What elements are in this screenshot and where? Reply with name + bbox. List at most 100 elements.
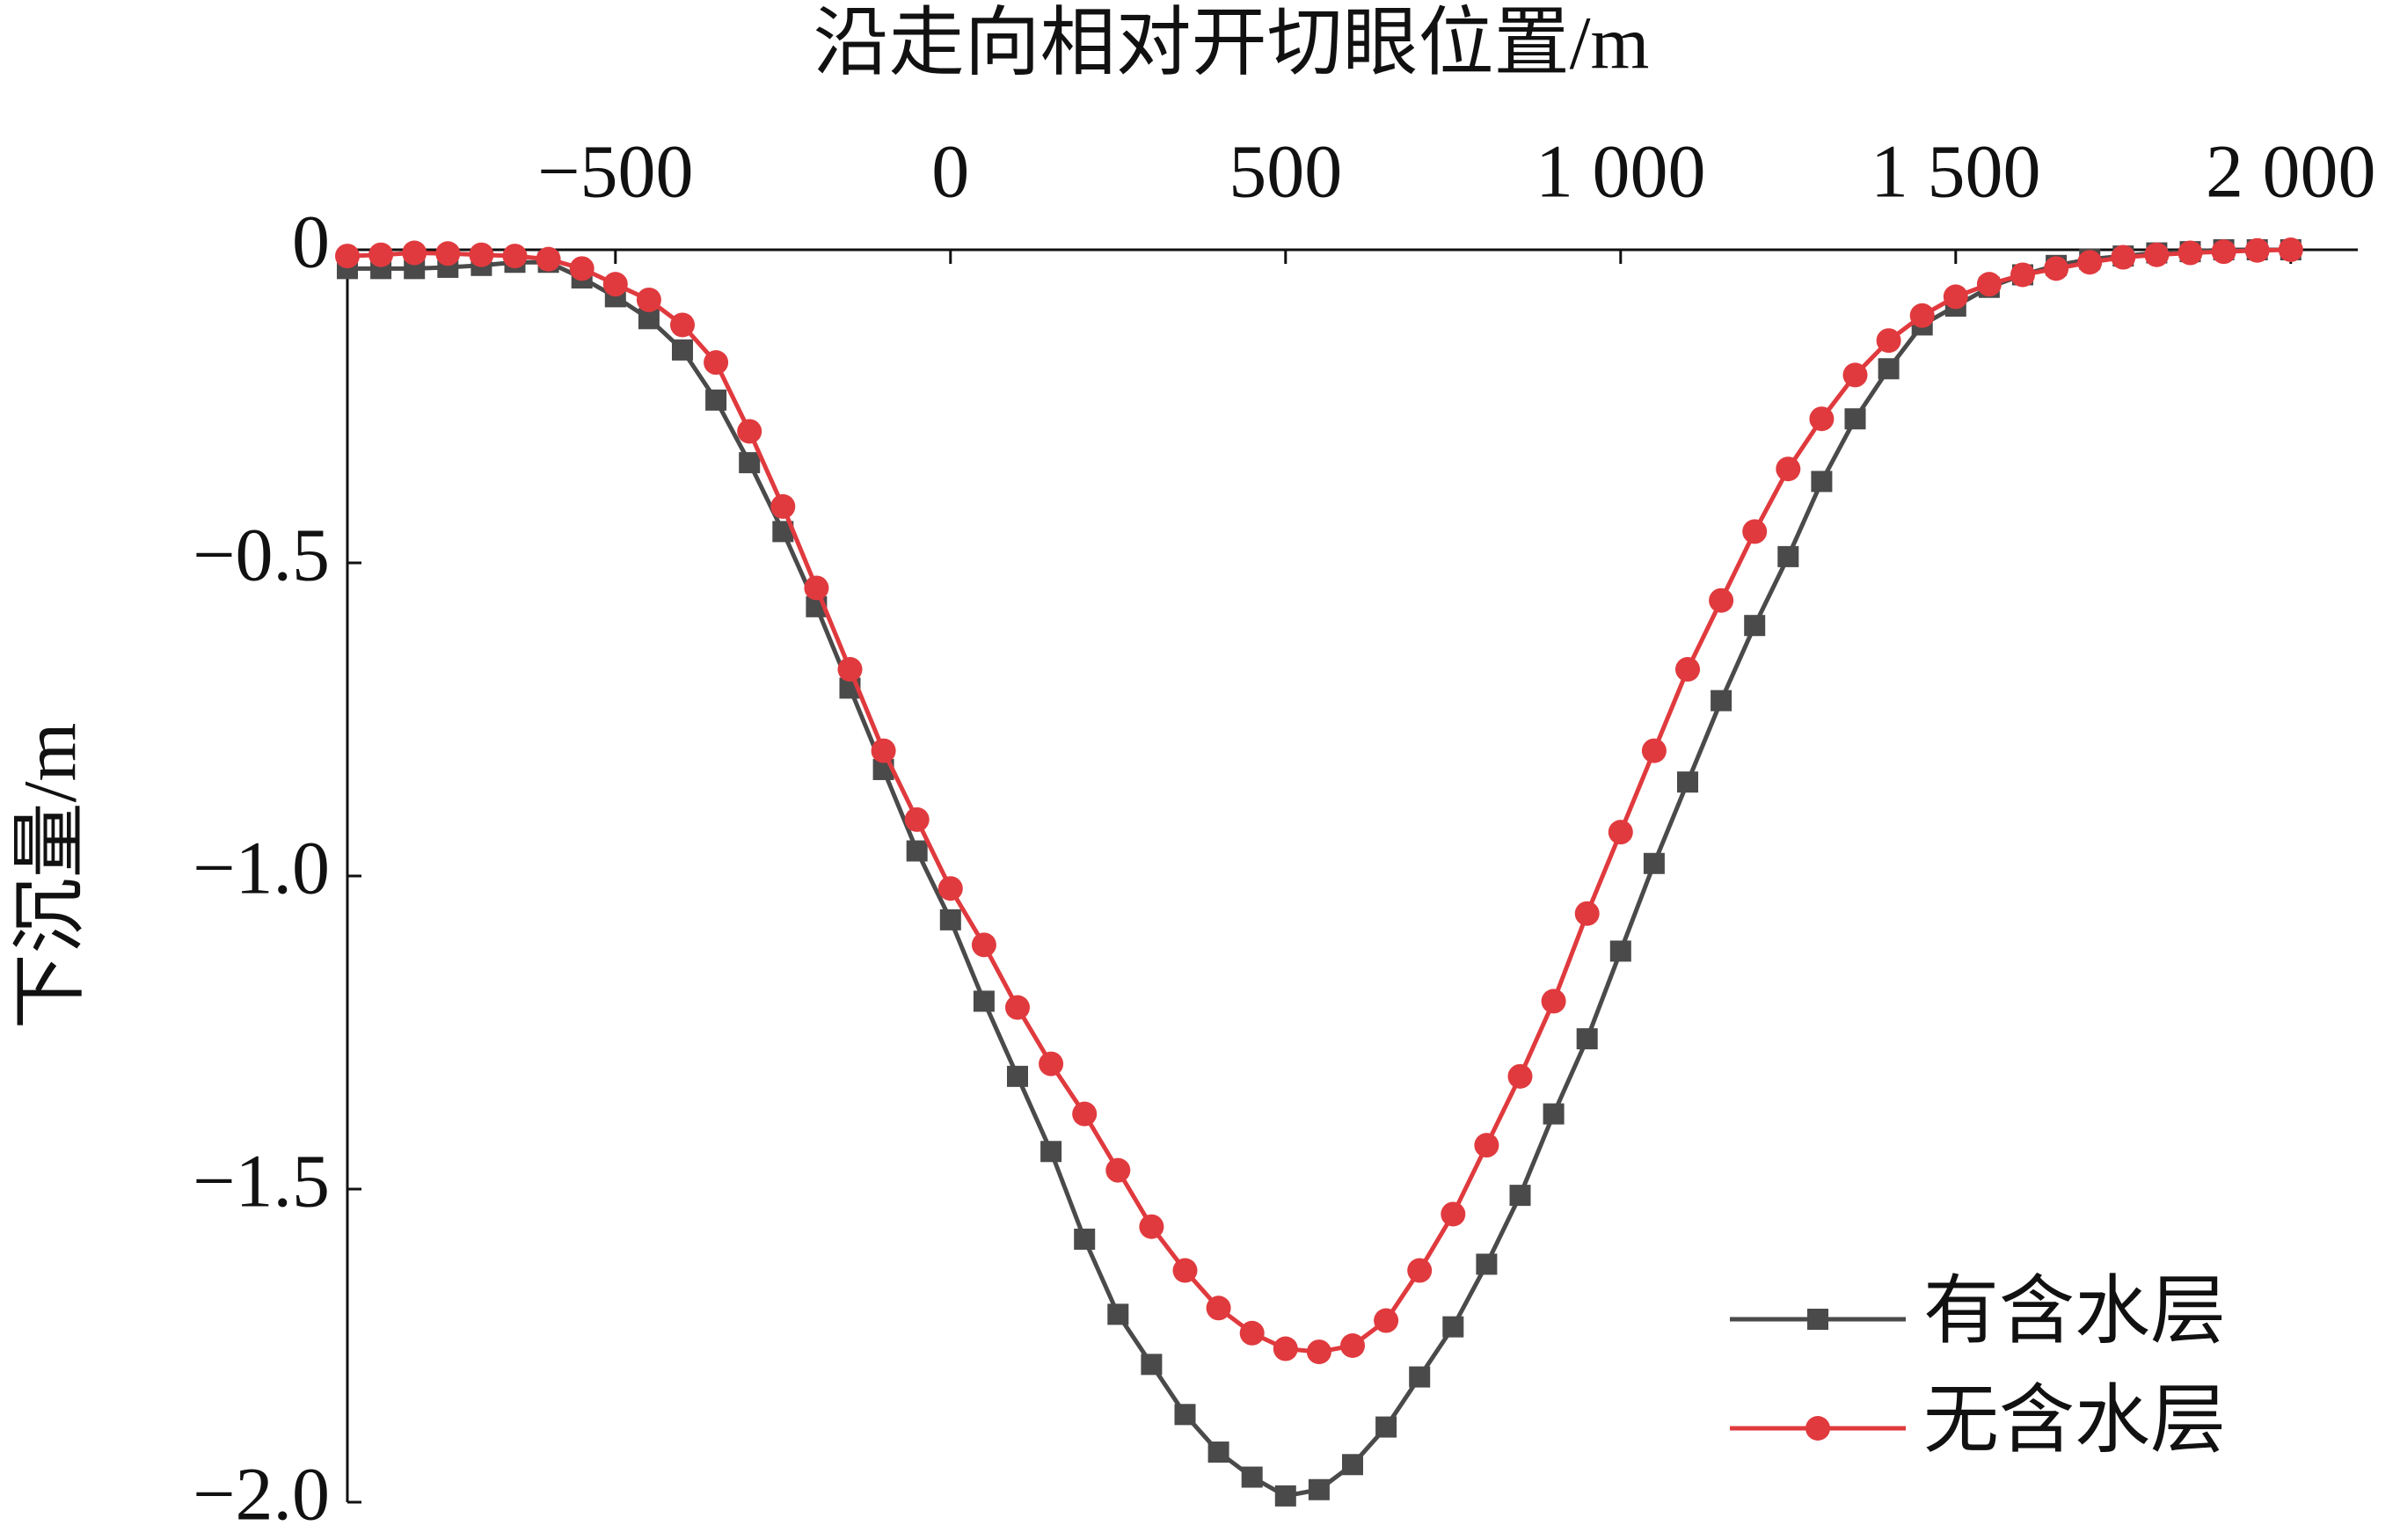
data-point <box>1776 456 1801 482</box>
data-point <box>1174 1404 1196 1426</box>
x-tick-label: 1 000 <box>1536 129 1706 214</box>
data-point <box>1074 1228 1096 1250</box>
data-point <box>871 738 896 763</box>
data-point <box>2077 250 2103 275</box>
series-line <box>347 247 2291 1354</box>
data-point <box>1409 1366 1431 1388</box>
data-point <box>939 909 961 931</box>
data-point <box>1677 771 1698 793</box>
data-point <box>670 312 695 338</box>
data-point <box>1541 989 1566 1014</box>
data-point <box>1576 1028 1598 1050</box>
x-tick-label: 1 500 <box>1871 129 2041 214</box>
y-axis-title: 下沉量/m <box>8 723 92 1030</box>
data-point <box>502 244 528 269</box>
data-point <box>704 350 729 376</box>
data-point <box>1274 1485 1296 1507</box>
data-point <box>1241 1466 1263 1488</box>
data-point <box>1574 901 1600 926</box>
legend-marker <box>1805 1416 1830 1441</box>
data-point <box>1308 1478 1330 1500</box>
data-point <box>1608 820 1633 845</box>
data-point <box>2244 237 2270 263</box>
data-point <box>636 287 661 312</box>
data-point <box>1039 1051 1064 1077</box>
data-point <box>1040 1141 1062 1163</box>
data-point <box>1543 1103 1565 1125</box>
data-point <box>1441 1201 1466 1227</box>
data-point <box>1675 657 1700 682</box>
data-point <box>1407 1258 1433 1283</box>
data-point <box>1374 1308 1399 1333</box>
data-point <box>1273 1336 1298 1361</box>
data-point <box>1842 362 1868 388</box>
data-point <box>1943 284 1968 310</box>
data-point <box>1509 1185 1531 1207</box>
data-point <box>1878 358 1900 380</box>
data-point <box>1844 408 1866 430</box>
data-point <box>1507 1063 1533 1089</box>
x-tick-label: 500 <box>1229 129 1342 214</box>
data-point <box>1709 588 1734 613</box>
data-point <box>1342 1454 1363 1476</box>
data-point <box>1340 1333 1365 1358</box>
data-point <box>1375 1416 1397 1438</box>
data-point <box>1609 940 1631 962</box>
legend-label: 无含水层 <box>1923 1378 2226 1463</box>
y-tick-label: 0 <box>292 200 330 284</box>
y-tick-label: −1.5 <box>193 1139 330 1223</box>
x-tick-label: −500 <box>537 129 694 214</box>
data-point <box>569 256 595 281</box>
data-point <box>335 244 360 269</box>
data-point <box>2010 262 2035 288</box>
data-point <box>1105 1157 1131 1183</box>
data-point <box>1643 852 1665 874</box>
legend-marker <box>1807 1309 1828 1330</box>
data-point <box>737 419 762 444</box>
data-point <box>435 241 461 266</box>
data-point <box>402 240 427 266</box>
x-tick-label: 2 000 <box>2206 129 2376 214</box>
data-point <box>2211 239 2236 265</box>
data-point <box>2144 242 2170 267</box>
data-point <box>1476 1253 1498 1275</box>
y-tick-label: −2.0 <box>193 1452 330 1536</box>
data-point <box>1474 1133 1499 1158</box>
data-point <box>1107 1303 1129 1325</box>
data-point <box>739 452 761 474</box>
data-point <box>973 990 995 1012</box>
data-point <box>1442 1316 1464 1338</box>
y-tick-label: −0.5 <box>193 513 330 597</box>
data-point <box>804 575 829 601</box>
data-point <box>1711 690 1733 712</box>
legend-label: 有含水层 <box>1923 1269 2226 1354</box>
data-point <box>904 806 930 832</box>
data-point <box>770 493 796 519</box>
data-point <box>1909 303 1935 328</box>
data-point <box>2278 237 2303 262</box>
data-point <box>602 272 628 297</box>
data-point <box>937 876 963 901</box>
data-point <box>1005 995 1030 1020</box>
data-point <box>469 242 494 267</box>
data-point <box>1742 519 1768 544</box>
data-point <box>1207 1441 1229 1463</box>
data-point <box>906 840 928 862</box>
data-point <box>1744 615 1766 637</box>
data-point <box>1809 406 1835 432</box>
data-point <box>971 932 996 958</box>
data-point <box>1811 471 1833 493</box>
data-point <box>2044 256 2069 281</box>
data-point <box>1976 272 2002 297</box>
data-point <box>705 389 727 411</box>
data-point <box>2111 245 2136 270</box>
x-axis-title: 沿走向相对开切眼位置/m <box>813 1 1650 85</box>
data-point <box>1876 328 1901 354</box>
data-point <box>1172 1258 1198 1283</box>
data-point <box>1072 1101 1098 1127</box>
data-point <box>837 657 863 682</box>
data-point <box>1641 738 1667 763</box>
data-point <box>536 246 561 272</box>
